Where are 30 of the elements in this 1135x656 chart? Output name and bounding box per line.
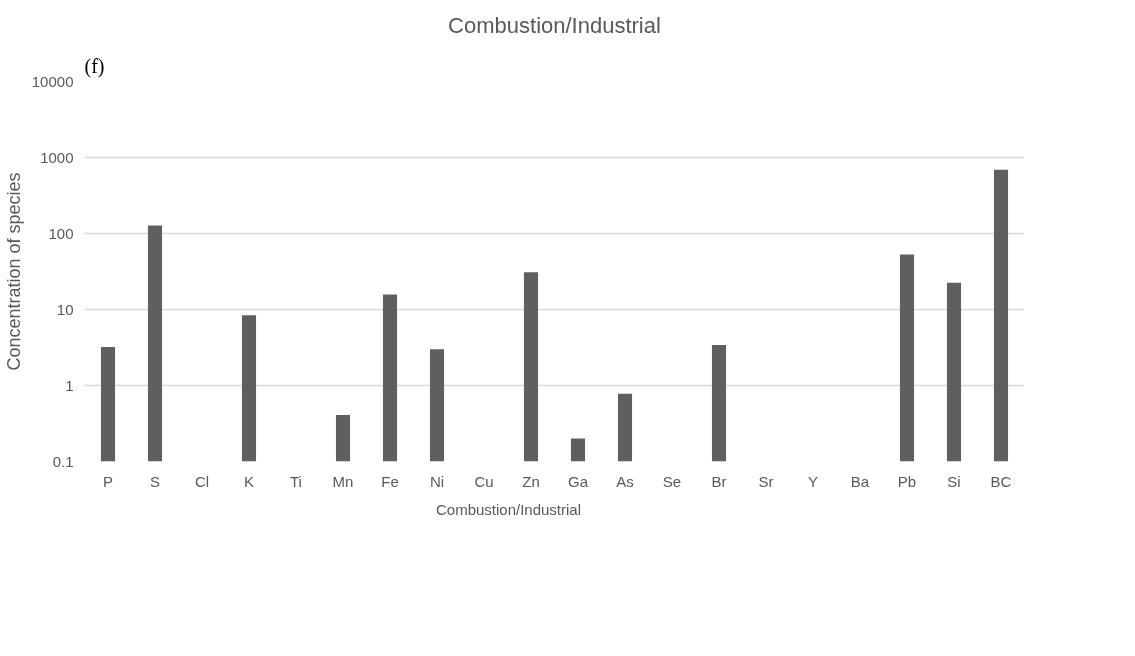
y-tick-label: 1000: [40, 148, 74, 166]
x-tick-label: Fe: [381, 472, 399, 490]
chart-title: Combustion/Industrial: [448, 12, 661, 38]
x-tick-label: Ti: [290, 472, 302, 490]
x-tick-label: Ba: [850, 472, 870, 490]
x-tick-label: P: [103, 472, 114, 490]
x-tick-label: Pb: [897, 472, 917, 490]
x-tick-label: S: [150, 472, 161, 490]
y-tick-label: 1: [65, 376, 74, 394]
x-tick-label: K: [244, 472, 255, 490]
y-tick-label: 10000: [31, 72, 74, 90]
x-tick-label: Se: [662, 472, 682, 490]
x-tick-label: Ni: [429, 472, 445, 490]
y-tick-label: 0.1: [52, 452, 74, 470]
x-tick-label: As: [616, 472, 634, 490]
text: (f): [84, 54, 105, 78]
x-tick-label: Y: [808, 472, 819, 490]
x-tick-label: Sr: [758, 472, 774, 490]
x-tick-label: Cu: [474, 472, 494, 490]
x-tick-label: Br: [711, 472, 727, 490]
x-tick-label: BC: [990, 472, 1012, 490]
y-axis-title: Concentration of species: [3, 172, 24, 371]
x-tick-label: Si: [947, 472, 961, 490]
y-tick-label: 100: [48, 224, 74, 242]
y-tick-label: 10: [56, 300, 74, 318]
x-tick-label: Zn: [522, 472, 540, 490]
text: Combustion/Industrial: [435, 500, 582, 518]
x-tick-label: Cl: [194, 472, 210, 490]
x-tick-label: Ga: [568, 472, 589, 490]
x-tick-label: Mn: [332, 472, 354, 490]
